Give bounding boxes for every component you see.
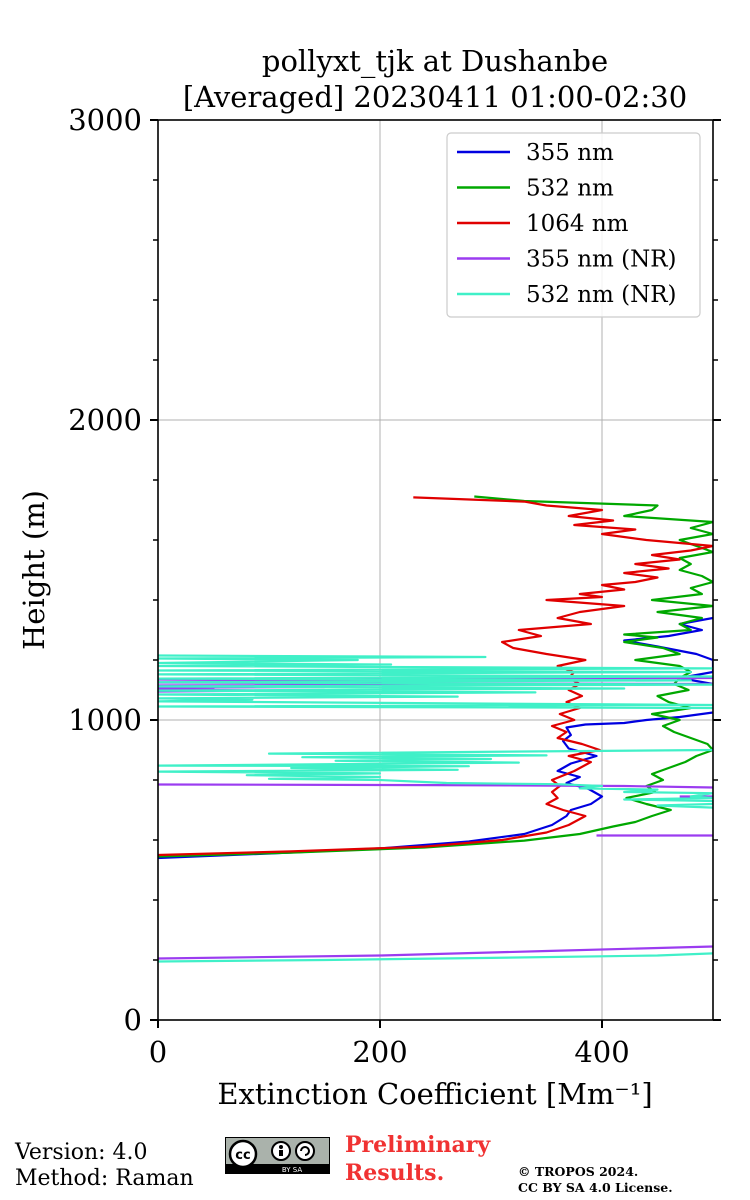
chart-title-line-2: [Averaged] 20230411 01:00-02:30 xyxy=(183,80,687,114)
series-line xyxy=(158,654,713,710)
axis-ticks: 0 200 400 0 1000 2000 3000 xyxy=(68,103,721,1069)
legend-label: 355 nm xyxy=(526,140,614,166)
y-tick-label: 1000 xyxy=(68,703,142,737)
plot-frame xyxy=(157,119,714,1021)
legend-label: 532 nm xyxy=(526,176,614,202)
chart-title-line-1: pollyxt_tjk at Dushanbe xyxy=(262,44,608,79)
version-label: Version: 4.0 xyxy=(15,1140,148,1165)
copyright-line-2: CC BY SA 4.0 License. xyxy=(518,1180,673,1195)
y-axis-label: Height (m) xyxy=(17,490,51,650)
data-series xyxy=(158,495,713,963)
series-line xyxy=(158,952,713,963)
series-line xyxy=(158,496,713,857)
legend-label: 355 nm (NR) xyxy=(526,247,677,273)
preliminary-results-note: Preliminary Results. xyxy=(345,1131,490,1187)
x-tick-label: 0 xyxy=(149,1035,167,1069)
legend-box xyxy=(446,132,701,318)
x-tick-label: 200 xyxy=(352,1035,407,1069)
y-tick-label: 3000 xyxy=(68,103,142,137)
cc-logo-subtext: BY SA xyxy=(282,1166,302,1174)
copyright-line-1: © TROPOS 2024. xyxy=(518,1164,639,1179)
series-line xyxy=(158,945,713,960)
cc-by-sa-logo: cc BY SA xyxy=(225,1137,330,1174)
preliminary-line-1: Preliminary xyxy=(345,1132,491,1158)
x-tick-label: 400 xyxy=(574,1035,629,1069)
copyright-note: © TROPOS 2024. CC BY SA 4.0 License. xyxy=(518,1164,673,1196)
legend-label: 532 nm (NR) xyxy=(526,282,677,308)
legend-label: 1064 nm xyxy=(526,211,629,237)
extinction-profile-chart: pollyxt_tjk at Dushanbe [Averaged] 20230… xyxy=(17,44,721,1111)
series-line xyxy=(158,748,713,809)
series-line xyxy=(158,711,713,860)
x-axis-label: Extinction Coefficient [Mm⁻¹] xyxy=(217,1077,652,1111)
legend: 355 nm 532 nm 1064 nm 355 nm (NR) 532 nm (NR… xyxy=(446,132,701,318)
cc-logo-text: cc xyxy=(235,1148,250,1163)
preliminary-line-2: Results. xyxy=(345,1160,445,1186)
y-tick-label: 0 xyxy=(124,1003,142,1037)
y-tick-label: 2000 xyxy=(68,403,142,437)
series-line xyxy=(158,783,713,789)
method-label: Method: Raman xyxy=(15,1166,194,1191)
